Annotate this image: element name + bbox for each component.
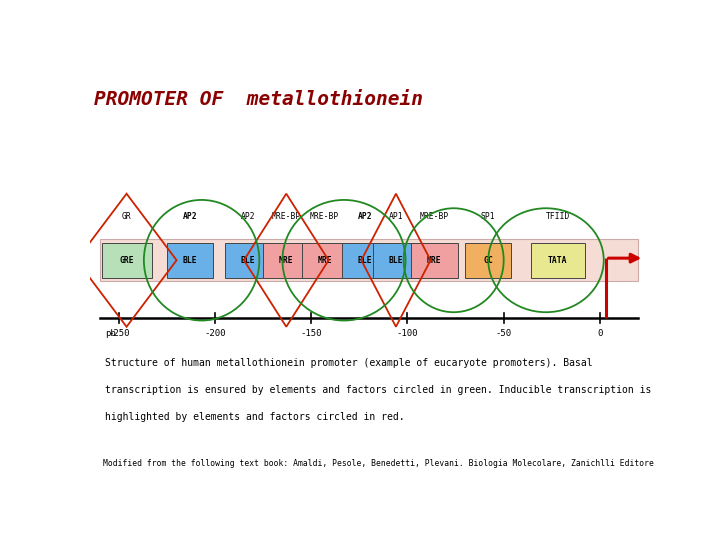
- Text: GR: GR: [122, 212, 132, 221]
- Bar: [373, 243, 419, 278]
- Bar: [411, 243, 457, 278]
- Text: GC: GC: [483, 256, 493, 265]
- Bar: [225, 243, 271, 278]
- Bar: [167, 243, 213, 278]
- Text: MRE-BP: MRE-BP: [420, 212, 449, 221]
- Bar: [302, 243, 348, 278]
- Text: transcription is ensured by elements and factors circled in green. Inducible tra: transcription is ensured by elements and…: [105, 385, 652, 395]
- Text: Modified from the following text book: Amaldi, Pesole, Benedetti, Plevani. Biolo: Modified from the following text book: A…: [103, 459, 654, 468]
- Text: TATA: TATA: [548, 256, 567, 265]
- Text: BLE: BLE: [240, 256, 255, 265]
- Bar: [342, 243, 388, 278]
- Text: MRE: MRE: [427, 256, 442, 265]
- Text: -200: -200: [204, 329, 226, 338]
- Text: AP1: AP1: [389, 212, 403, 221]
- Text: BLE: BLE: [358, 256, 372, 265]
- Text: MRE: MRE: [279, 256, 294, 265]
- Text: SP1: SP1: [481, 212, 495, 221]
- Text: pb: pb: [105, 329, 116, 338]
- Text: Structure of human metallothionein promoter (example of eucaryote promoters). Ba: Structure of human metallothionein promo…: [105, 358, 593, 368]
- Text: -250: -250: [108, 329, 130, 338]
- Text: BLE: BLE: [183, 256, 197, 265]
- Text: -100: -100: [397, 329, 418, 338]
- Bar: [102, 243, 152, 278]
- Text: TFIID: TFIID: [545, 212, 570, 221]
- Text: -150: -150: [300, 329, 322, 338]
- Text: AP2: AP2: [358, 212, 372, 221]
- Bar: [531, 243, 585, 278]
- Text: AP2: AP2: [183, 212, 197, 221]
- Bar: [465, 243, 511, 278]
- Text: PROMOTER OF  metallothionein: PROMOTER OF metallothionein: [94, 90, 423, 109]
- Text: highlighted by elements and factors circled in red.: highlighted by elements and factors circ…: [105, 412, 405, 422]
- Text: 0: 0: [597, 329, 603, 338]
- Text: BLE: BLE: [389, 256, 403, 265]
- Text: MRE-BP: MRE-BP: [271, 212, 301, 221]
- Bar: [99, 239, 639, 281]
- Text: -50: -50: [495, 329, 512, 338]
- Bar: [264, 243, 310, 278]
- Text: AP2: AP2: [240, 212, 255, 221]
- Text: MRE-BP: MRE-BP: [310, 212, 339, 221]
- Text: MRE: MRE: [318, 256, 332, 265]
- Text: GRE: GRE: [120, 256, 134, 265]
